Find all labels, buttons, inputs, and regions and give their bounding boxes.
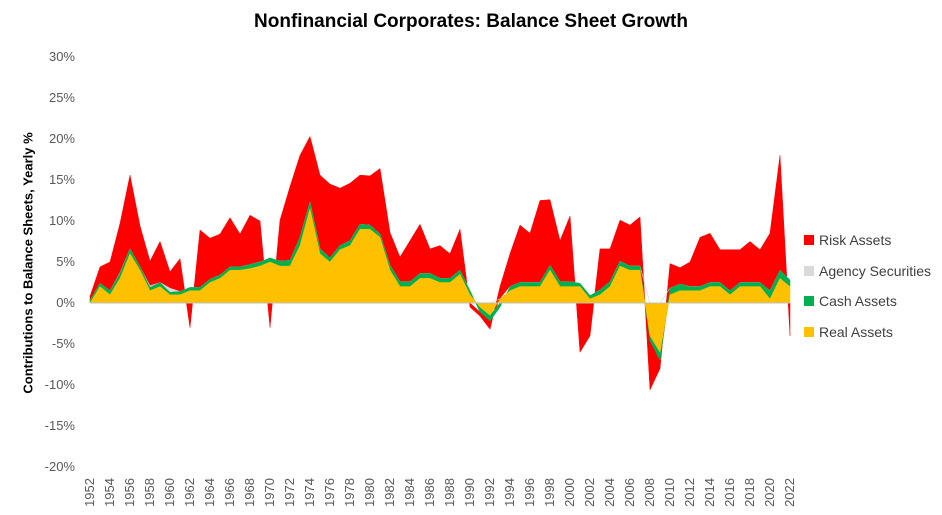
x-tick-label: 1976 [322, 478, 337, 507]
x-tick-label: 1984 [402, 478, 417, 507]
x-tick-label: 1952 [82, 478, 97, 507]
x-tick-label: 1998 [542, 478, 557, 507]
chart-title: Nonfinancial Corporates: Balance Sheet G… [254, 11, 688, 32]
x-tick-label: 2022 [782, 478, 797, 507]
x-tick-label: 1962 [182, 478, 197, 507]
x-tick-label: 1996 [522, 478, 537, 507]
x-tick-label: 2018 [742, 478, 757, 507]
y-tick-label: -15% [45, 418, 76, 433]
x-tick-label: 2016 [722, 478, 737, 507]
y-tick-label: 20% [49, 131, 75, 146]
x-tick-label: 1994 [502, 478, 517, 507]
legend-label-real-assets: Real Assets [819, 323, 893, 340]
legend-swatch-cash-assets [804, 296, 814, 307]
x-tick-label: 1970 [262, 478, 277, 507]
x-tick-label: 2000 [562, 478, 577, 507]
x-tick-label: 2012 [682, 478, 697, 507]
area-risk-assets [89, 135, 791, 391]
legend-item-real-assets: Real Assets [804, 317, 931, 348]
y-tick-label: 0% [56, 295, 75, 310]
legend-swatch-agency-securities [804, 265, 814, 276]
y-tick-label: -10% [45, 377, 76, 392]
x-tick-label: 1966 [222, 478, 237, 507]
x-tick-label: 2008 [642, 478, 657, 507]
legend-label-cash-assets: Cash Assets [819, 293, 897, 310]
y-tick-label: -5% [52, 336, 76, 351]
x-tick-label: 1960 [162, 478, 177, 507]
y-tick-label: 10% [49, 213, 75, 228]
x-tick-label: 2020 [762, 478, 777, 507]
y-tick-label: -20% [45, 459, 76, 474]
y-tick-label: 15% [49, 172, 75, 187]
y-tick-label: 25% [49, 90, 75, 105]
x-tick-label: 1956 [122, 478, 137, 507]
x-tick-label: 2010 [662, 478, 677, 507]
y-tick-label: 5% [56, 254, 75, 269]
legend-label-agency-securities: Agency Securities [819, 262, 932, 279]
x-tick-label: 2006 [622, 478, 637, 507]
x-tick-label: 1968 [242, 478, 257, 507]
legend-item-risk-assets: Risk Assets [804, 225, 931, 256]
x-tick-label: 1964 [202, 478, 217, 507]
legend: Risk Assets Agency Securities Cash Asset… [804, 225, 931, 347]
x-tick-label: 2004 [602, 478, 617, 507]
x-tick-label: 1990 [462, 478, 477, 507]
x-tick-label: 1986 [422, 478, 437, 507]
x-tick-label: 2002 [582, 478, 597, 507]
legend-item-cash-assets: Cash Assets [804, 286, 931, 317]
x-tick-label: 1992 [482, 478, 497, 507]
x-tick-label: 1954 [102, 478, 117, 507]
y-tick-label: 30% [49, 49, 75, 64]
x-tick-label: 2014 [702, 478, 717, 507]
legend-swatch-real-assets [804, 326, 814, 337]
x-tick-label: 1988 [442, 478, 457, 507]
x-tick-label: 1958 [142, 478, 157, 507]
x-tick-label: 1982 [382, 478, 397, 507]
legend-item-agency-securities: Agency Securities [804, 256, 931, 287]
x-tick-label: 1974 [302, 478, 317, 507]
x-tick-label: 1972 [282, 478, 297, 507]
legend-label-risk-assets: Risk Assets [819, 232, 892, 249]
legend-swatch-risk-assets [804, 235, 814, 246]
x-tick-label: 1978 [342, 478, 357, 507]
x-tick-label: 1980 [362, 478, 377, 507]
